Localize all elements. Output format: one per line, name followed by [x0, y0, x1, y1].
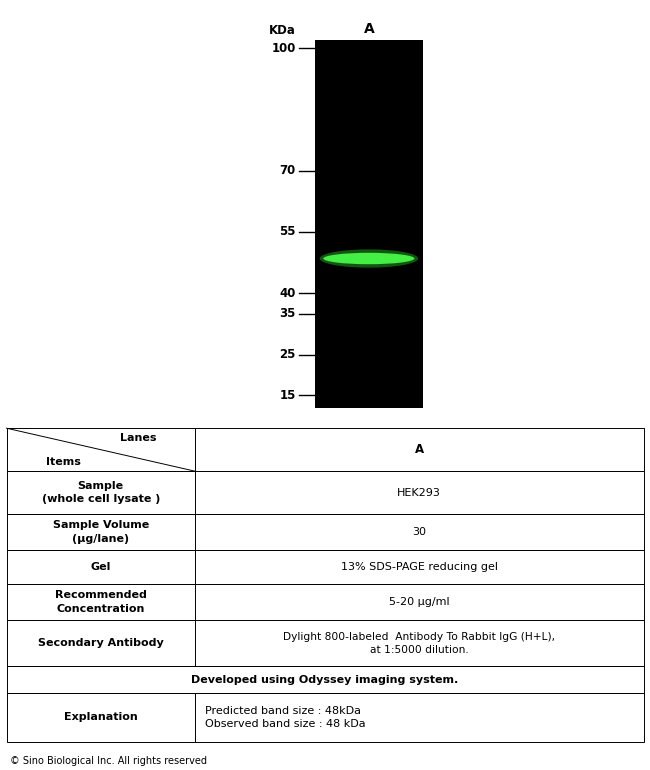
- Bar: [6, 471, 195, 514]
- Text: Dylight 800-labeled  Antibody To Rabbit IgG (H+L),
at 1:5000 dilution.: Dylight 800-labeled Antibody To Rabbit I…: [283, 631, 555, 654]
- Text: A: A: [363, 22, 374, 35]
- Text: 15: 15: [280, 389, 296, 402]
- Text: HEK293: HEK293: [397, 487, 441, 497]
- Text: Gel: Gel: [90, 562, 111, 572]
- Text: 5-20 μg/ml: 5-20 μg/ml: [389, 597, 450, 607]
- Ellipse shape: [323, 253, 415, 264]
- Text: © Sino Biological Inc. All rights reserved: © Sino Biological Inc. All rights reserv…: [10, 756, 207, 766]
- Text: Lanes: Lanes: [120, 433, 157, 443]
- Text: Developed using Odyssey imaging system.: Developed using Odyssey imaging system.: [191, 675, 459, 685]
- Bar: [195, 550, 644, 584]
- Bar: [6, 428, 195, 471]
- Text: Secondary Antibody: Secondary Antibody: [38, 638, 164, 648]
- Bar: [315, 40, 422, 407]
- Bar: [195, 584, 644, 620]
- Text: 25: 25: [280, 348, 296, 361]
- Bar: [6, 693, 195, 742]
- Text: 35: 35: [280, 307, 296, 320]
- Bar: [6, 666, 644, 693]
- Text: A: A: [415, 444, 424, 456]
- Text: 30: 30: [412, 527, 426, 537]
- Text: Sample
(whole cell lysate ): Sample (whole cell lysate ): [42, 481, 160, 504]
- Bar: [195, 693, 644, 742]
- Bar: [6, 620, 195, 666]
- Text: Recommended
Concentration: Recommended Concentration: [55, 591, 147, 614]
- Text: Explanation: Explanation: [64, 712, 138, 722]
- Text: 100: 100: [272, 42, 296, 55]
- Bar: [195, 514, 644, 550]
- Bar: [6, 514, 195, 550]
- Bar: [195, 471, 644, 514]
- Text: Items: Items: [46, 457, 81, 467]
- Bar: [6, 584, 195, 620]
- Bar: [195, 428, 644, 471]
- Text: 40: 40: [280, 286, 296, 300]
- Text: KDa: KDa: [269, 24, 296, 36]
- Bar: [195, 620, 644, 666]
- Text: 55: 55: [280, 226, 296, 239]
- Ellipse shape: [320, 249, 418, 268]
- Text: 13% SDS-PAGE reducing gel: 13% SDS-PAGE reducing gel: [341, 562, 498, 572]
- Text: Sample Volume
(μg/lane): Sample Volume (μg/lane): [53, 521, 149, 544]
- Bar: [6, 550, 195, 584]
- Text: 70: 70: [280, 164, 296, 177]
- Text: Predicted band size : 48kDa
Observed band size : 48 kDa: Predicted band size : 48kDa Observed ban…: [205, 706, 365, 729]
